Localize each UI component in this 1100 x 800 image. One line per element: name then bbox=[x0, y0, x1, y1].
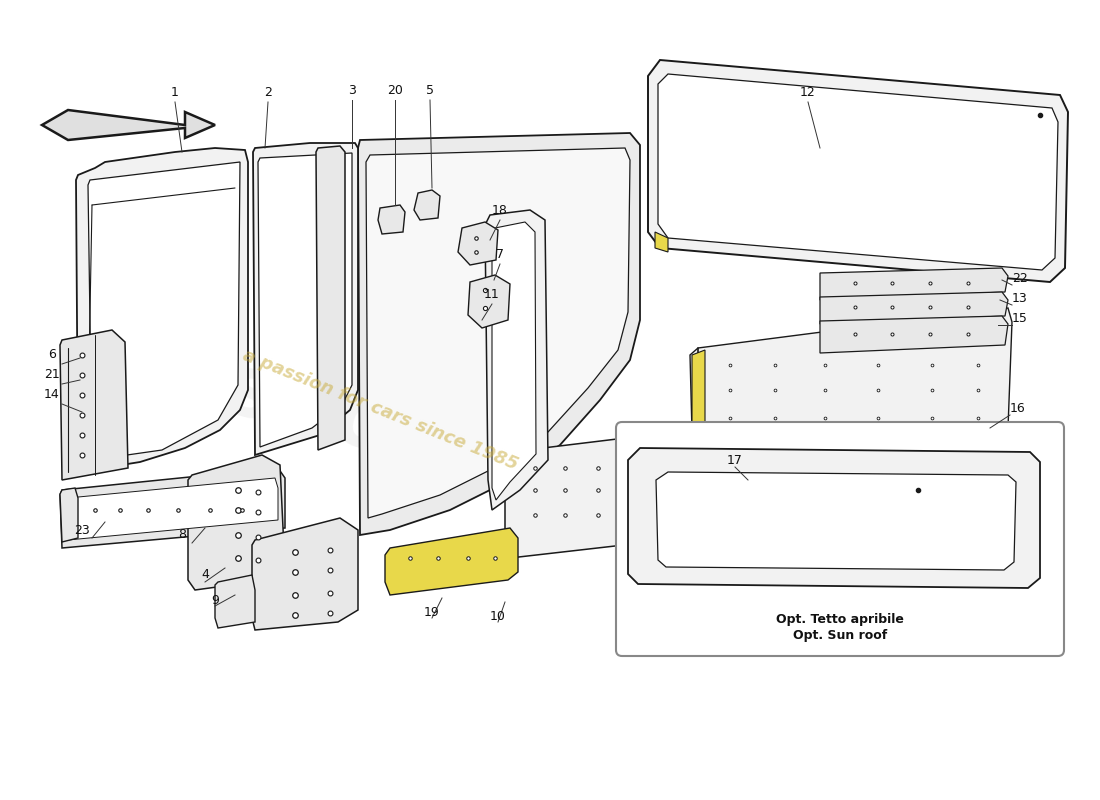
Polygon shape bbox=[505, 435, 662, 558]
Text: 9: 9 bbox=[211, 594, 219, 606]
Polygon shape bbox=[820, 316, 1008, 353]
Polygon shape bbox=[492, 222, 536, 500]
Text: Opt. Tetto apribile: Opt. Tetto apribile bbox=[777, 614, 904, 626]
Polygon shape bbox=[820, 292, 1008, 324]
Text: 6: 6 bbox=[48, 349, 56, 362]
Polygon shape bbox=[485, 210, 548, 510]
Text: 3: 3 bbox=[348, 83, 356, 97]
Text: 23: 23 bbox=[74, 523, 90, 537]
Polygon shape bbox=[60, 488, 78, 542]
Polygon shape bbox=[656, 472, 1016, 570]
Text: 11: 11 bbox=[484, 289, 499, 302]
Text: 10: 10 bbox=[491, 610, 506, 623]
Text: 1: 1 bbox=[172, 86, 179, 99]
Polygon shape bbox=[654, 232, 668, 252]
Polygon shape bbox=[628, 448, 1040, 588]
Polygon shape bbox=[258, 153, 352, 447]
Text: a passion for cars since 1985: a passion for cars since 1985 bbox=[240, 346, 520, 474]
Text: 7: 7 bbox=[496, 249, 504, 262]
Polygon shape bbox=[358, 133, 640, 535]
Text: 8: 8 bbox=[178, 529, 186, 542]
Text: 12: 12 bbox=[800, 86, 816, 99]
Polygon shape bbox=[252, 518, 358, 630]
Polygon shape bbox=[42, 110, 214, 140]
FancyBboxPatch shape bbox=[616, 422, 1064, 656]
Polygon shape bbox=[648, 60, 1068, 282]
Polygon shape bbox=[366, 148, 630, 518]
Polygon shape bbox=[76, 148, 248, 470]
Polygon shape bbox=[378, 205, 405, 234]
Text: 2Øsports: 2Øsports bbox=[87, 313, 534, 507]
Polygon shape bbox=[468, 275, 510, 328]
Text: 21: 21 bbox=[44, 369, 59, 382]
Text: 13: 13 bbox=[1012, 291, 1027, 305]
Text: 4: 4 bbox=[201, 569, 209, 582]
Polygon shape bbox=[820, 268, 1008, 300]
Text: 16: 16 bbox=[1010, 402, 1026, 414]
Polygon shape bbox=[658, 74, 1058, 270]
Polygon shape bbox=[214, 575, 255, 628]
Polygon shape bbox=[253, 143, 358, 455]
Polygon shape bbox=[60, 468, 285, 548]
Polygon shape bbox=[66, 478, 278, 540]
Text: 2: 2 bbox=[264, 86, 272, 99]
Text: 20: 20 bbox=[387, 83, 403, 97]
Text: 22: 22 bbox=[1012, 271, 1027, 285]
Text: 18: 18 bbox=[492, 203, 508, 217]
Text: 19: 19 bbox=[425, 606, 440, 618]
Polygon shape bbox=[60, 330, 128, 480]
Text: 5: 5 bbox=[426, 83, 434, 97]
Text: 15: 15 bbox=[1012, 311, 1027, 325]
Text: 14: 14 bbox=[44, 389, 59, 402]
Polygon shape bbox=[414, 190, 440, 220]
Polygon shape bbox=[690, 308, 1012, 445]
Polygon shape bbox=[188, 455, 285, 590]
Text: 17: 17 bbox=[727, 454, 742, 466]
Polygon shape bbox=[88, 162, 240, 460]
Text: Opt. Sun roof: Opt. Sun roof bbox=[793, 630, 887, 642]
Polygon shape bbox=[385, 528, 518, 595]
Polygon shape bbox=[316, 146, 345, 450]
Polygon shape bbox=[692, 350, 705, 445]
Polygon shape bbox=[458, 222, 498, 265]
